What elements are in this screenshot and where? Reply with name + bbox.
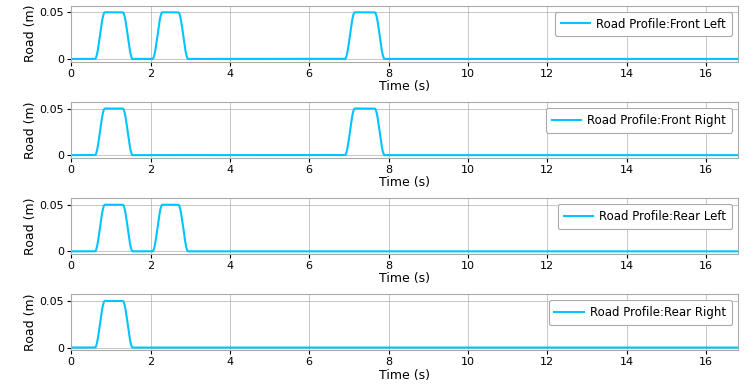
Y-axis label: Road (m): Road (m) (24, 198, 37, 255)
Y-axis label: Road (m): Road (m) (24, 294, 37, 351)
X-axis label: Time (s): Time (s) (379, 369, 430, 382)
X-axis label: Time (s): Time (s) (379, 176, 430, 189)
X-axis label: Time (s): Time (s) (379, 273, 430, 285)
Legend: Road Profile:Front Left: Road Profile:Front Left (555, 12, 732, 37)
Legend: Road Profile:Rear Right: Road Profile:Rear Right (548, 300, 732, 325)
Legend: Road Profile:Front Right: Road Profile:Front Right (546, 108, 732, 133)
X-axis label: Time (s): Time (s) (379, 80, 430, 93)
Y-axis label: Road (m): Road (m) (24, 101, 37, 159)
Legend: Road Profile:Rear Left: Road Profile:Rear Left (558, 204, 732, 229)
Y-axis label: Road (m): Road (m) (24, 5, 37, 62)
